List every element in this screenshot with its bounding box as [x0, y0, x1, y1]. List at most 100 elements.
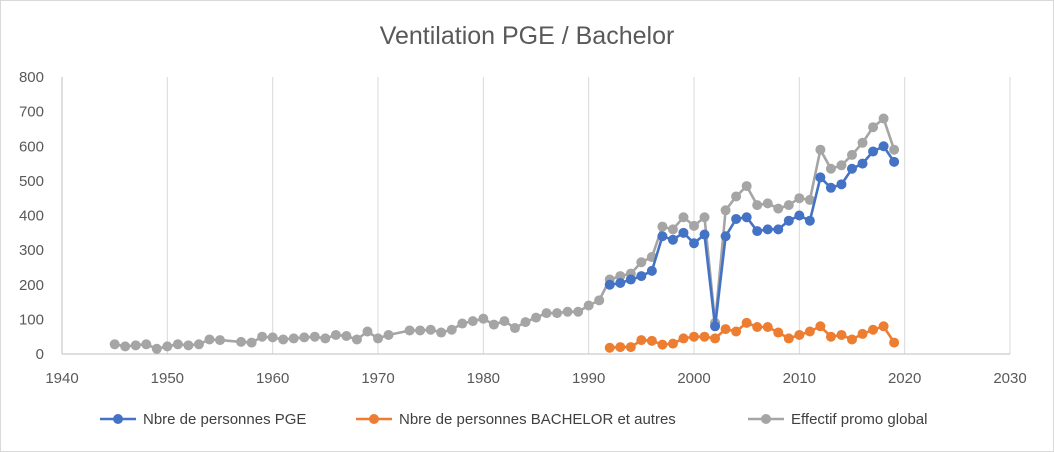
data-point — [625, 274, 636, 285]
data-point — [815, 144, 826, 155]
data-point — [857, 328, 868, 339]
data-point — [868, 146, 879, 157]
y-tick-label: 400 — [19, 208, 44, 225]
legend: Nbre de personnes PGE Nbre de personnes B… — [100, 411, 927, 428]
data-point — [878, 113, 889, 124]
data-point — [699, 212, 710, 223]
data-point — [552, 308, 563, 319]
data-point — [636, 271, 647, 282]
data-point — [878, 141, 889, 152]
data-point — [762, 321, 773, 332]
x-tick-label: 1970 — [361, 370, 394, 387]
data-point — [731, 213, 742, 224]
data-point — [825, 163, 836, 174]
data-point — [741, 181, 752, 192]
data-point — [657, 231, 668, 242]
chart-title: Ventilation PGE / Bachelor — [380, 22, 675, 50]
data-point — [825, 331, 836, 342]
data-point — [320, 333, 331, 344]
data-point — [488, 319, 499, 330]
data-point — [720, 231, 731, 242]
data-point — [520, 317, 531, 328]
legend-marker — [369, 414, 379, 424]
data-point — [278, 334, 289, 345]
data-point — [130, 340, 141, 351]
data-point — [783, 333, 794, 344]
legend-label: Nbre de personnes BACHELOR et autres — [399, 411, 676, 428]
grid-layer — [166, 77, 1011, 354]
data-point — [699, 331, 710, 342]
data-point — [731, 191, 742, 202]
data-point — [762, 198, 773, 209]
legend-item: Effectif promo global — [748, 411, 927, 428]
data-point — [457, 318, 468, 329]
data-point — [499, 316, 510, 327]
data-point — [752, 321, 763, 332]
data-point — [478, 313, 489, 324]
x-tick-label: 1950 — [151, 370, 184, 387]
legend-item: Nbre de personnes BACHELOR et autres — [356, 411, 676, 428]
data-point — [646, 265, 657, 276]
data-point — [889, 337, 900, 348]
x-tick-label: 2020 — [888, 370, 921, 387]
data-point — [594, 295, 605, 306]
data-point — [625, 342, 636, 353]
data-point — [889, 144, 900, 155]
data-point — [541, 308, 552, 319]
x-tick-label: 2000 — [677, 370, 710, 387]
y-tick-label: 500 — [19, 173, 44, 190]
data-point — [825, 182, 836, 193]
data-point — [773, 203, 784, 214]
data-point — [752, 226, 763, 237]
data-point — [583, 300, 594, 311]
y-tick-label: 800 — [19, 69, 44, 86]
data-point — [836, 329, 847, 340]
data-point — [836, 179, 847, 190]
data-point — [794, 329, 805, 340]
data-point — [720, 205, 731, 216]
data-point — [467, 316, 478, 327]
legend-marker — [113, 414, 123, 424]
data-point — [604, 342, 615, 353]
series-layer — [109, 113, 900, 354]
data-point — [678, 333, 689, 344]
data-point — [120, 341, 131, 352]
x-tick-label: 2010 — [783, 370, 816, 387]
data-point — [330, 329, 341, 340]
data-point — [309, 331, 320, 342]
data-point — [151, 343, 162, 354]
data-point — [667, 234, 678, 245]
data-point — [267, 332, 278, 343]
data-point — [741, 317, 752, 328]
data-point — [762, 224, 773, 235]
data-point — [615, 271, 626, 282]
data-point — [752, 200, 763, 211]
data-point — [699, 229, 710, 240]
data-point — [731, 326, 742, 337]
data-point — [299, 332, 310, 343]
data-point — [773, 224, 784, 235]
legend-marker — [761, 414, 771, 424]
legend-label: Effectif promo global — [791, 411, 927, 428]
data-point — [804, 194, 815, 205]
data-point — [415, 325, 426, 336]
x-tick-label: 1990 — [572, 370, 605, 387]
data-point — [373, 333, 383, 344]
data-point — [804, 326, 815, 337]
data-point — [720, 324, 731, 335]
data-point — [836, 160, 847, 171]
y-tick-label: 200 — [19, 277, 44, 294]
data-point — [689, 331, 699, 342]
data-point — [710, 333, 721, 344]
series-2 — [109, 113, 900, 354]
y-tick-label: 300 — [19, 242, 44, 259]
data-point — [657, 339, 668, 350]
data-point — [773, 327, 784, 338]
data-point — [604, 279, 615, 290]
series-1 — [604, 317, 900, 353]
y-tick-label: 0 — [36, 346, 44, 363]
y-tick-label: 700 — [19, 104, 44, 121]
data-point — [689, 238, 699, 249]
data-point — [573, 306, 584, 317]
